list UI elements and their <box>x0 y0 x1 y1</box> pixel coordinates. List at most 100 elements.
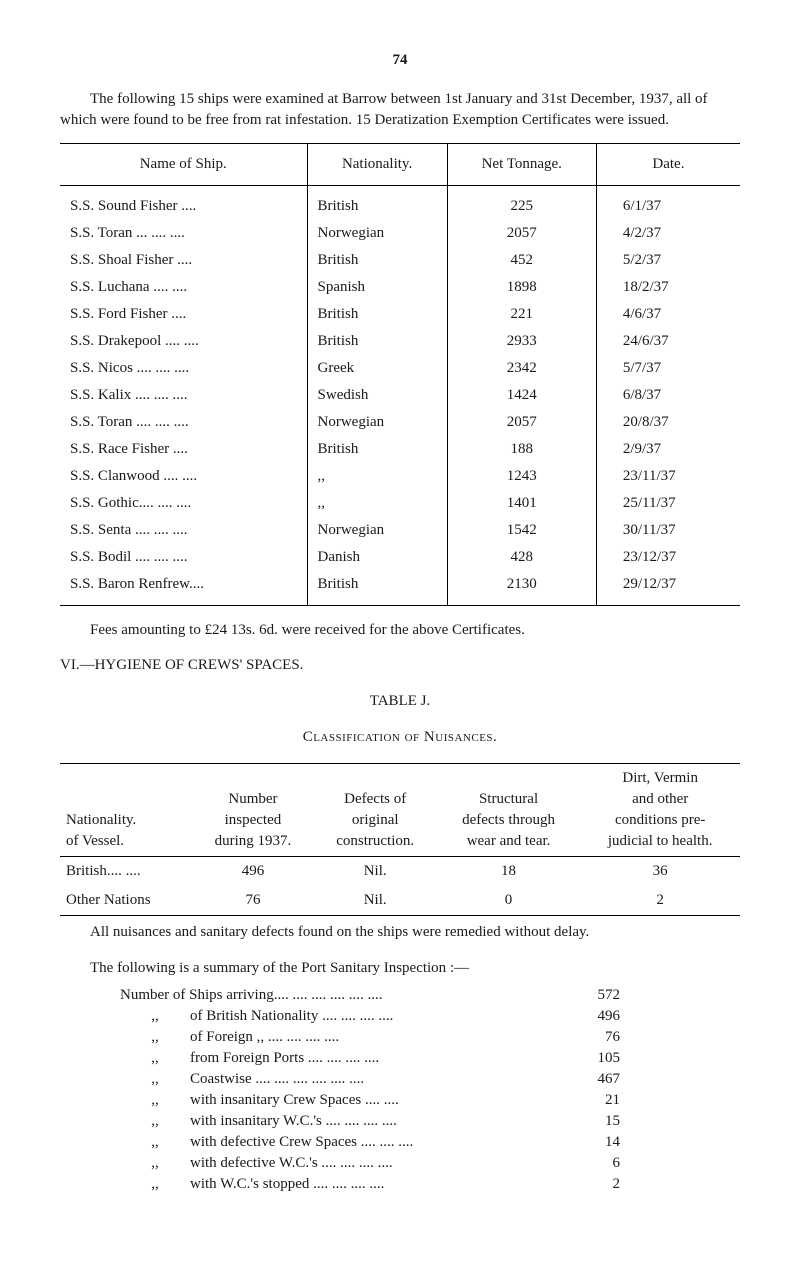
cell-name: S.S. Sound Fisher .... <box>60 186 307 221</box>
summary-value: 572 <box>560 985 620 1006</box>
summary-value: 496 <box>560 1006 620 1027</box>
summary-value: 76 <box>560 1027 620 1048</box>
page-number: 74 <box>60 50 740 71</box>
nuisance-table: Nationality.of Vessel. Numberinspecteddu… <box>60 763 740 916</box>
table-row: S.S. Senta .... .... ....Norwegian154230… <box>60 517 740 544</box>
table-row: British.... ....496Nil.1836 <box>60 857 740 887</box>
cell: 18 <box>437 857 581 887</box>
table-row: S.S. Baron Renfrew....British213029/12/3… <box>60 571 740 606</box>
summary-label: ,,of Foreign ,, .... .... .... .... <box>120 1027 560 1048</box>
cell-date: 30/11/37 <box>596 517 740 544</box>
cell-name: S.S. Toran ... .... .... <box>60 220 307 247</box>
table-row: S.S. Clanwood .... ....,,124323/11/37 <box>60 463 740 490</box>
summary-intro: The following is a summary of the Port S… <box>60 958 740 979</box>
cell-nat: Norwegian <box>307 517 447 544</box>
summary-label: ,,from Foreign Ports .... .... .... .... <box>120 1048 560 1069</box>
cell-nat: British <box>307 186 447 221</box>
cell-tonnage: 452 <box>447 247 596 274</box>
cell-name: S.S. Bodil .... .... .... <box>60 544 307 571</box>
cell-nat: Norwegian <box>307 409 447 436</box>
nuis-col2: Numberinspectedduring 1937. <box>192 764 313 857</box>
cell-tonnage: 1424 <box>447 382 596 409</box>
cell-tonnage: 2057 <box>447 220 596 247</box>
list-item: ,,Coastwise .... .... .... .... .... ...… <box>120 1069 740 1090</box>
cell-name: S.S. Shoal Fisher .... <box>60 247 307 274</box>
cell-date: 6/8/37 <box>596 382 740 409</box>
cell-tonnage: 1401 <box>447 490 596 517</box>
nuis-col1: Nationality.of Vessel. <box>60 764 192 857</box>
cell-tonnage: 188 <box>447 436 596 463</box>
cell: 36 <box>580 857 740 887</box>
col-name: Name of Ship. <box>60 144 307 186</box>
cell-date: 6/1/37 <box>596 186 740 221</box>
cell-nat: Swedish <box>307 382 447 409</box>
cell: 76 <box>192 886 313 916</box>
list-item: ,,of Foreign ,, .... .... .... ....76 <box>120 1027 740 1048</box>
table-row: S.S. Nicos .... .... ....Greek23425/7/37 <box>60 355 740 382</box>
cell-name: S.S. Ford Fisher .... <box>60 301 307 328</box>
cell-tonnage: 1243 <box>447 463 596 490</box>
summary-value: 6 <box>560 1153 620 1174</box>
fees-line: Fees amounting to £24 13s. 6d. were rece… <box>60 620 740 641</box>
list-item: ,,from Foreign Ports .... .... .... ....… <box>120 1048 740 1069</box>
cell-nat: British <box>307 328 447 355</box>
cell-tonnage: 221 <box>447 301 596 328</box>
summary-value: 105 <box>560 1048 620 1069</box>
cell-nat: ,, <box>307 490 447 517</box>
cell-date: 5/2/37 <box>596 247 740 274</box>
list-item: ,,with insanitary W.C.'s .... .... .... … <box>120 1111 740 1132</box>
cell-date: 25/11/37 <box>596 490 740 517</box>
cell-nat: Spanish <box>307 274 447 301</box>
cell: Nil. <box>314 886 437 916</box>
table-row: S.S. Sound Fisher ....British2256/1/37 <box>60 186 740 221</box>
list-item: ,,with defective W.C.'s .... .... .... .… <box>120 1153 740 1174</box>
table-row: S.S. Ford Fisher ....British2214/6/37 <box>60 301 740 328</box>
cell-name: S.S. Luchana .... .... <box>60 274 307 301</box>
ships-table: Name of Ship. Nationality. Net Tonnage. … <box>60 143 740 606</box>
cell-tonnage: 2933 <box>447 328 596 355</box>
cell-name: S.S. Kalix .... .... .... <box>60 382 307 409</box>
table-j-heading: TABLE J. <box>60 691 740 712</box>
cell-tonnage: 2130 <box>447 571 596 606</box>
list-item: ,,with insanitary Crew Spaces .... ....2… <box>120 1090 740 1111</box>
cell-nat: British <box>307 247 447 274</box>
list-item: ,,with W.C.'s stopped .... .... .... ...… <box>120 1174 740 1195</box>
classification-heading: Classification of Nuisances. <box>60 727 740 748</box>
cell-name: S.S. Clanwood .... .... <box>60 463 307 490</box>
cell-date: 4/2/37 <box>596 220 740 247</box>
cell-name: S.S. Baron Renfrew.... <box>60 571 307 606</box>
summary-label: ,,with W.C.'s stopped .... .... .... ...… <box>120 1174 560 1195</box>
cell-nat: British <box>307 301 447 328</box>
table-row: S.S. Gothic.... .... ....,,140125/11/37 <box>60 490 740 517</box>
table-row: S.S. Toran .... .... ....Norwegian205720… <box>60 409 740 436</box>
cell-tonnage: 2057 <box>447 409 596 436</box>
cell-nat: Norwegian <box>307 220 447 247</box>
remedy-line: All nuisances and sanitary defects found… <box>60 922 740 943</box>
cell-nat: British <box>307 571 447 606</box>
list-item: Number of Ships arriving.... .... .... .… <box>120 985 740 1006</box>
section-vi-heading: VI.—HYGIENE OF CREWS' SPACES. <box>60 655 740 676</box>
cell-name: S.S. Senta .... .... .... <box>60 517 307 544</box>
summary-value: 2 <box>560 1174 620 1195</box>
summary-label: ,,with insanitary W.C.'s .... .... .... … <box>120 1111 560 1132</box>
summary-label: ,,with defective Crew Spaces .... .... .… <box>120 1132 560 1153</box>
cell-tonnage: 225 <box>447 186 596 221</box>
cell-date: 24/6/37 <box>596 328 740 355</box>
nuis-col4: Structuraldefects throughwear and tear. <box>437 764 581 857</box>
cell-tonnage: 2342 <box>447 355 596 382</box>
cell-tonnage: 1898 <box>447 274 596 301</box>
summary-label: ,,Coastwise .... .... .... .... .... ...… <box>120 1069 560 1090</box>
nuis-col5: Dirt, Verminand otherconditions pre-judi… <box>580 764 740 857</box>
summary-label: ,,of British Nationality .... .... .... … <box>120 1006 560 1027</box>
cell-nat: ,, <box>307 463 447 490</box>
table-row: S.S. Toran ... .... ....Norwegian20574/2… <box>60 220 740 247</box>
cell-date: 4/6/37 <box>596 301 740 328</box>
cell-name: S.S. Toran .... .... .... <box>60 409 307 436</box>
cell-date: 20/8/37 <box>596 409 740 436</box>
col-tonnage: Net Tonnage. <box>447 144 596 186</box>
cell: 496 <box>192 857 313 887</box>
summary-label: Number of Ships arriving.... .... .... .… <box>120 985 560 1006</box>
cell-name: S.S. Gothic.... .... .... <box>60 490 307 517</box>
cell-tonnage: 1542 <box>447 517 596 544</box>
table-row: Other Nations76Nil.02 <box>60 886 740 916</box>
